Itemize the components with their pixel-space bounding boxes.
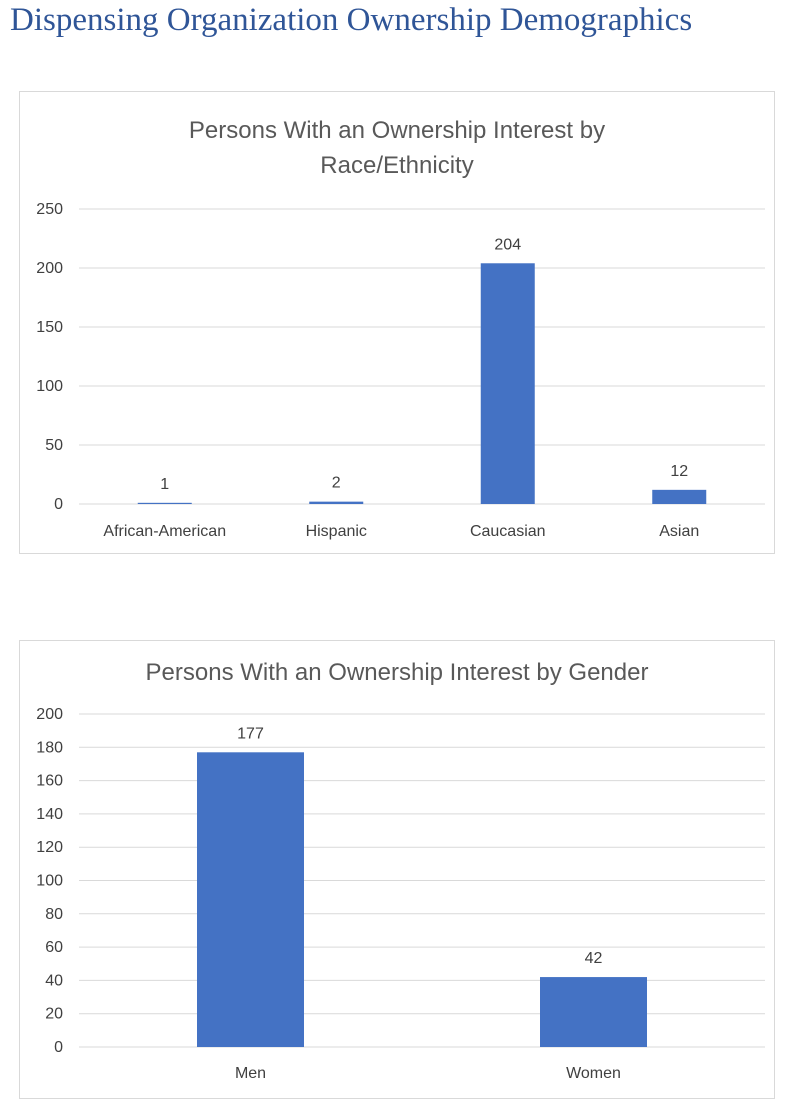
- gender-chart-category-label: Men: [235, 1065, 266, 1082]
- race-chart-bar-african-american: [137, 502, 192, 504]
- race-chart-title-line-2: Race/Ethnicity: [320, 152, 473, 179]
- race-chart-bar-caucasian: [480, 263, 535, 504]
- race-chart-bar-asian: [652, 489, 707, 504]
- race-chart-data-label: 1: [160, 476, 169, 493]
- gender-chart-svg: Persons With an Ownership Interest by Ge…: [36, 659, 765, 1082]
- gender-chart-y-tick-label: 160: [36, 773, 63, 790]
- gender-chart-title-line-1: Persons With an Ownership Interest by Ge…: [146, 659, 649, 686]
- race-chart-data-label: 2: [332, 475, 341, 492]
- race-chart-y-tick-label: 250: [36, 201, 63, 218]
- gender-chart-y-tick-label: 80: [45, 906, 63, 923]
- gender-chart-y-tick-label: 20: [45, 1006, 63, 1023]
- gender-chart-y-tick-label: 200: [36, 706, 63, 723]
- gender-chart-bar-men: [197, 752, 304, 1047]
- race-chart-y-tick-label: 50: [45, 437, 63, 454]
- race-chart-data-label: 204: [494, 236, 521, 253]
- gender-chart-y-tick-label: 0: [54, 1039, 63, 1056]
- gender-chart-category-label: Women: [566, 1065, 621, 1082]
- page-title: Dispensing Organization Ownership Demogr…: [10, 2, 693, 38]
- race-chart-title-line-1: Persons With an Ownership Interest by: [189, 117, 605, 144]
- gender-chart-y-tick-label: 140: [36, 806, 63, 823]
- gender-chart-y-tick-label: 100: [36, 873, 63, 890]
- gender-chart-data-label: 42: [585, 950, 603, 967]
- race-chart-category-label: Asian: [659, 523, 699, 540]
- gender-chart: Persons With an Ownership Interest by Ge…: [19, 640, 775, 1099]
- race-chart-y-tick-label: 100: [36, 378, 63, 395]
- race-chart-y-tick-label: 0: [54, 496, 63, 513]
- gender-chart-y-tick-label: 180: [36, 739, 63, 756]
- race-chart-y-tick-label: 150: [36, 319, 63, 336]
- race-chart-category-label: Caucasian: [470, 523, 546, 540]
- race-chart-y-tick-label: 200: [36, 260, 63, 277]
- gender-chart-data-label: 177: [237, 725, 264, 742]
- race-chart-category-label: African-American: [103, 523, 226, 540]
- gender-chart-y-tick-label: 120: [36, 839, 63, 856]
- race-ethnicity-chart-svg: Persons With an Ownership Interest by Rac…: [36, 117, 765, 540]
- race-chart-category-label: Hispanic: [306, 523, 367, 540]
- gender-chart-y-tick-label: 60: [45, 939, 63, 956]
- gender-chart-y-tick-label: 40: [45, 972, 63, 989]
- gender-chart-bar-women: [540, 977, 647, 1047]
- race-ethnicity-chart: Persons With an Ownership Interest by Rac…: [19, 91, 775, 554]
- race-chart-bar-hispanic: [309, 501, 364, 504]
- race-chart-data-label: 12: [670, 463, 688, 480]
